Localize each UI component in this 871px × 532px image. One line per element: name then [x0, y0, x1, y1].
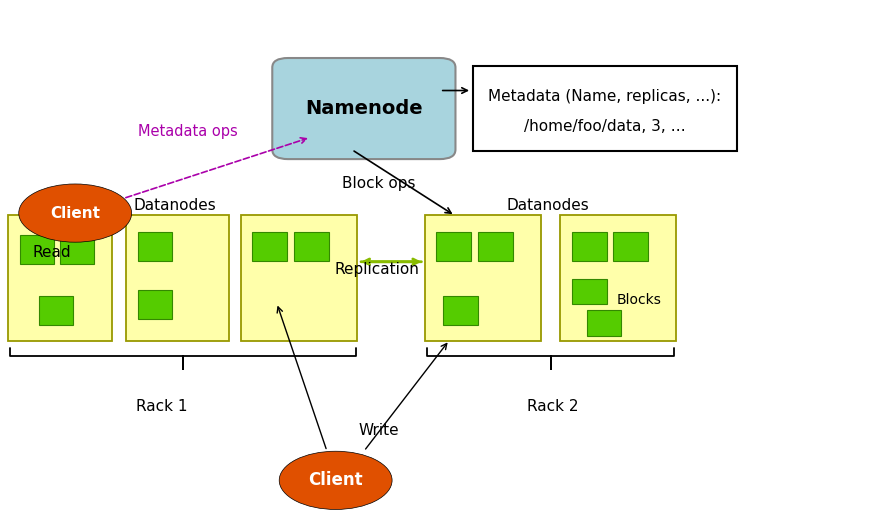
- FancyBboxPatch shape: [294, 232, 328, 261]
- FancyBboxPatch shape: [425, 215, 542, 341]
- Text: Blocks: Blocks: [617, 294, 662, 307]
- FancyBboxPatch shape: [38, 296, 73, 325]
- FancyBboxPatch shape: [436, 232, 471, 261]
- FancyBboxPatch shape: [273, 58, 456, 159]
- Text: Client: Client: [308, 471, 363, 489]
- FancyBboxPatch shape: [473, 66, 737, 151]
- FancyBboxPatch shape: [613, 232, 648, 261]
- FancyBboxPatch shape: [241, 215, 357, 341]
- Ellipse shape: [280, 451, 392, 510]
- FancyBboxPatch shape: [125, 215, 229, 341]
- Text: Block ops: Block ops: [342, 177, 415, 192]
- Text: Metadata ops: Metadata ops: [138, 123, 238, 138]
- Text: Metadata (Name, replicas, ...):: Metadata (Name, replicas, ...):: [489, 89, 721, 104]
- FancyBboxPatch shape: [571, 279, 606, 304]
- Text: Namenode: Namenode: [305, 99, 422, 118]
- FancyBboxPatch shape: [20, 235, 54, 264]
- Text: Write: Write: [359, 422, 400, 437]
- Text: Rack 2: Rack 2: [527, 399, 578, 414]
- Text: Datanodes: Datanodes: [133, 198, 216, 213]
- FancyBboxPatch shape: [586, 310, 621, 336]
- Text: Read: Read: [32, 245, 71, 260]
- Text: Replication: Replication: [334, 262, 419, 277]
- Text: Rack 1: Rack 1: [136, 399, 188, 414]
- FancyBboxPatch shape: [253, 232, 287, 261]
- FancyBboxPatch shape: [478, 232, 513, 261]
- Text: Datanodes: Datanodes: [507, 198, 590, 213]
- Ellipse shape: [19, 184, 132, 242]
- FancyBboxPatch shape: [443, 296, 478, 325]
- FancyBboxPatch shape: [571, 232, 606, 261]
- FancyBboxPatch shape: [138, 290, 172, 319]
- Text: Client: Client: [51, 205, 100, 221]
- FancyBboxPatch shape: [138, 232, 172, 261]
- FancyBboxPatch shape: [560, 215, 676, 341]
- Text: /home/foo/data, 3, …: /home/foo/data, 3, …: [524, 119, 685, 134]
- FancyBboxPatch shape: [9, 215, 111, 341]
- FancyBboxPatch shape: [59, 235, 94, 264]
